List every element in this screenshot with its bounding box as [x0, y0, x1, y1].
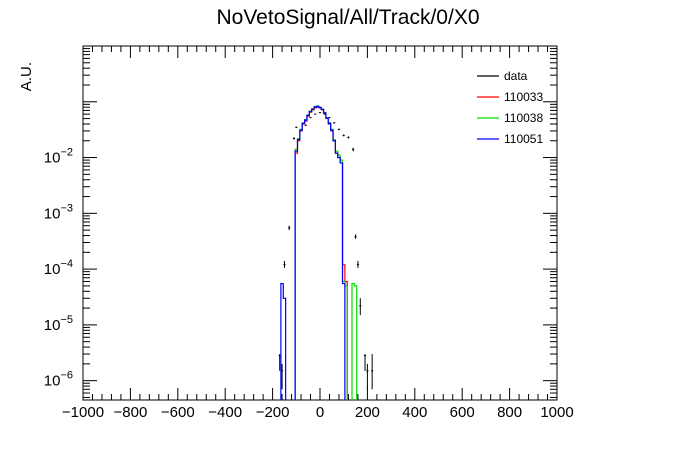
- x-tick-label: 1000: [540, 404, 573, 421]
- x-tick-label: 600: [450, 404, 475, 421]
- y-tick-label: 10−2: [44, 147, 73, 167]
- x-tick-label: 200: [355, 404, 380, 421]
- legend-label: 110038: [504, 111, 543, 125]
- x-tick-label: 800: [497, 404, 522, 421]
- y-tick-label: 10−5: [44, 314, 73, 334]
- plot-frame: [82, 45, 558, 401]
- legend-label: 110051: [504, 132, 543, 146]
- legend: data 110033 110038 110051: [477, 69, 543, 146]
- x-tick-label: 0: [316, 404, 324, 421]
- y-tick-label: 10−4: [44, 258, 73, 278]
- chart-title: NoVetoSignal/All/Track/0/X0: [216, 6, 479, 29]
- x-tick-label: −800: [114, 404, 148, 421]
- y-axis-label: A.U.: [18, 62, 35, 91]
- x-tick-label: −1000: [62, 404, 104, 421]
- series-110033-line: [294, 106, 348, 400]
- series-110051-line: [280, 105, 346, 400]
- x-tick-label: −600: [161, 404, 195, 421]
- series-data-points: [278, 112, 374, 390]
- legend-label: data: [504, 69, 528, 83]
- legend-label: 110033: [504, 90, 543, 104]
- y-tick-label: 10−6: [44, 370, 73, 390]
- x-tick-label: −200: [256, 404, 290, 421]
- x-tick-label: 400: [402, 404, 427, 421]
- x-tick-label: −400: [208, 404, 242, 421]
- series-110038-line: [294, 105, 358, 400]
- y-tick-label: 10−3: [44, 202, 73, 222]
- series-layer: [278, 105, 374, 400]
- axes: −1000 −800 −600 −400 −200 0 200 400 600 800 1000 10…: [44, 45, 574, 421]
